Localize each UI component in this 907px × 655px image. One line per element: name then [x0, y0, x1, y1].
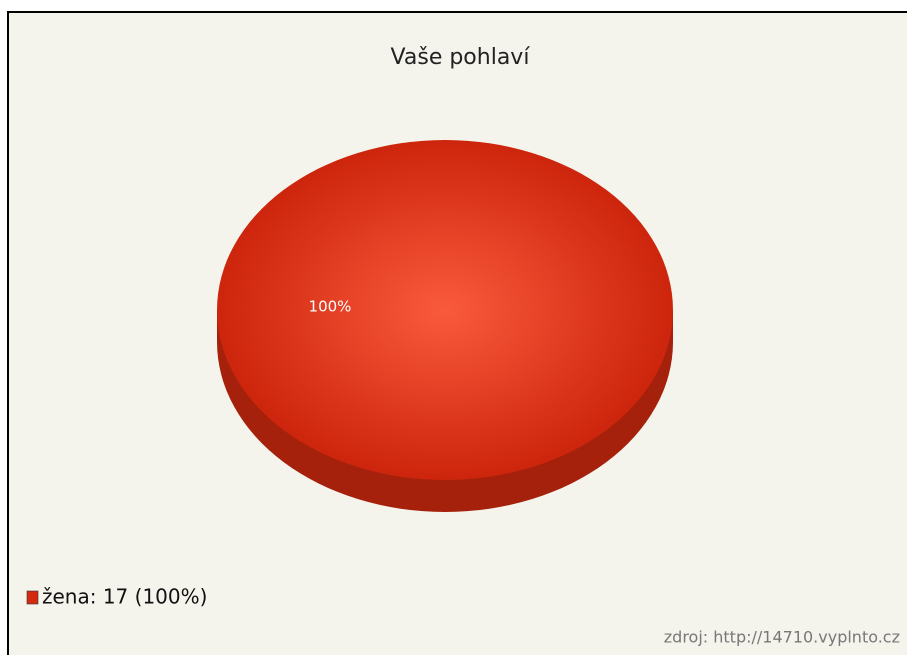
chart-title: Vaše pohlaví: [391, 45, 531, 70]
data-label: 100%: [309, 298, 352, 316]
source-note: zdroj: http://14710.vyplnto.cz: [664, 628, 900, 647]
pie-slice: [217, 140, 673, 480]
legend-label: žena: 17 (100%): [42, 585, 207, 609]
legend-swatch: [26, 590, 39, 605]
